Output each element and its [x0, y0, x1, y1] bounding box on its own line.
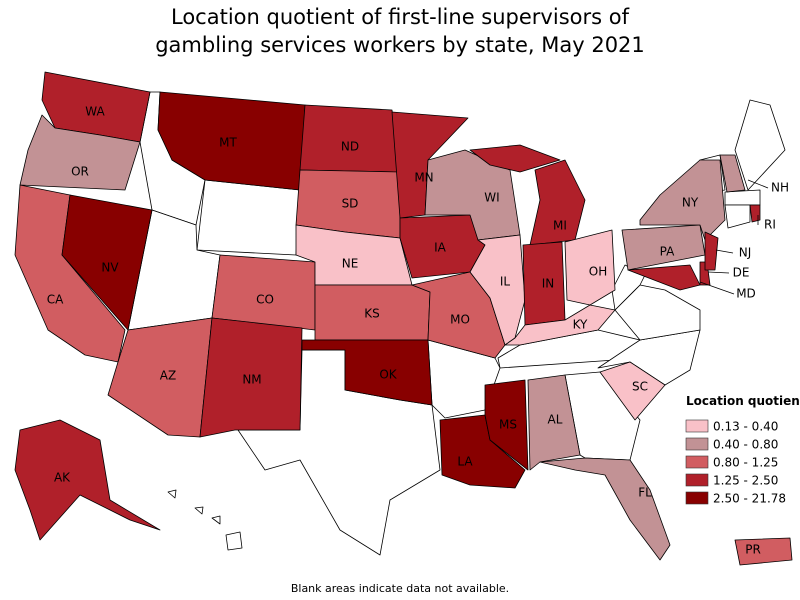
state-region — [599, 361, 666, 421]
state-label: IA — [434, 241, 447, 255]
state-label: CA — [47, 293, 64, 307]
state-label: ND — [341, 140, 359, 154]
state-region — [14, 419, 161, 541]
legend-swatch — [685, 491, 709, 505]
legend-swatch — [685, 473, 709, 487]
no-data-state — [167, 489, 177, 499]
state-label: CO — [256, 293, 274, 307]
state-label: NJ — [739, 246, 752, 260]
state-label: IN — [542, 277, 555, 291]
state-label: NE — [342, 257, 359, 271]
state-label: PA — [660, 245, 675, 259]
no-data-state — [194, 506, 204, 515]
leader-line — [707, 271, 730, 274]
no-data-state — [196, 179, 301, 256]
leader-line — [699, 281, 735, 295]
legend-swatch — [685, 419, 709, 433]
legend-title: Location quotient — [686, 394, 800, 408]
state-label: OH — [589, 265, 607, 279]
state-label: FL — [638, 486, 652, 500]
no-data-states — [127, 91, 786, 556]
state-label: WA — [85, 105, 105, 119]
state-label: SC — [632, 380, 648, 394]
state-label: RI — [764, 218, 776, 232]
no-data-state — [225, 531, 243, 551]
state-label: OK — [379, 368, 397, 382]
state-region — [484, 379, 529, 471]
no-data-state — [724, 204, 751, 229]
state-region — [301, 339, 433, 406]
state-region — [704, 231, 719, 271]
state-label: MS — [499, 418, 517, 432]
state-label: KS — [364, 307, 380, 321]
footnote: Blank areas indicate data not available. — [291, 582, 509, 595]
state-region — [564, 229, 616, 306]
state-label: AZ — [160, 369, 176, 383]
state-region — [527, 374, 581, 471]
state-label: IL — [500, 275, 511, 289]
state-label: MI — [553, 219, 567, 233]
state-label: NV — [101, 261, 119, 275]
state-label: NH — [771, 181, 789, 195]
legend: 0.13 - 0.40 0.40 - 0.80 0.80 - 1.25 1.25 - … — [685, 419, 786, 506]
state-region — [199, 317, 303, 438]
legend-swatch — [685, 437, 709, 451]
no-data-state — [734, 99, 786, 191]
state-label: MN — [414, 171, 433, 185]
legend-label: 0.13 - 0.40 — [713, 420, 778, 434]
title-line: gambling services workers by state, May … — [155, 33, 645, 57]
legend-label: 0.80 - 1.25 — [713, 456, 778, 470]
legend-label: 1.25 - 2.50 — [713, 474, 778, 488]
state-region — [299, 104, 401, 173]
state-region — [734, 537, 793, 566]
state-label: NM — [242, 373, 261, 387]
state-region — [719, 154, 746, 193]
state-label: MD — [736, 287, 756, 301]
state-label: AK — [54, 471, 71, 485]
leader-line — [715, 249, 734, 254]
state-labels: WA OR CA NV MT AZ CO NM ND SD NE KS OK MN IA MO WI IL MI IN… — [47, 105, 789, 557]
state-label: NY — [682, 196, 699, 210]
state-region — [469, 144, 561, 173]
no-data-state — [211, 515, 221, 525]
no-data-state — [611, 264, 646, 311]
state-region — [19, 114, 141, 191]
states — [14, 71, 793, 566]
state-label: AL — [548, 413, 563, 427]
state-region — [539, 457, 671, 561]
legend-label: 2.50 - 21.78 — [713, 492, 786, 506]
legend-label: 0.40 - 0.80 — [713, 438, 778, 452]
leader-line — [747, 179, 769, 189]
state-region — [504, 304, 616, 346]
state-label: WI — [484, 191, 499, 205]
title-line: Location quotient of first-line supervis… — [171, 5, 630, 29]
state-label: OR — [71, 165, 89, 179]
state-label: LA — [457, 455, 473, 469]
no-data-state — [724, 189, 761, 206]
legend-swatch — [685, 455, 709, 469]
state-label: MO — [450, 313, 470, 327]
state-label: DE — [733, 266, 750, 280]
state-label: SD — [342, 197, 359, 211]
state-region — [749, 204, 761, 223]
state-region — [639, 159, 726, 241]
state-label: KY — [573, 318, 588, 332]
state-label: MT — [219, 136, 237, 150]
state-label: PR — [745, 543, 761, 557]
